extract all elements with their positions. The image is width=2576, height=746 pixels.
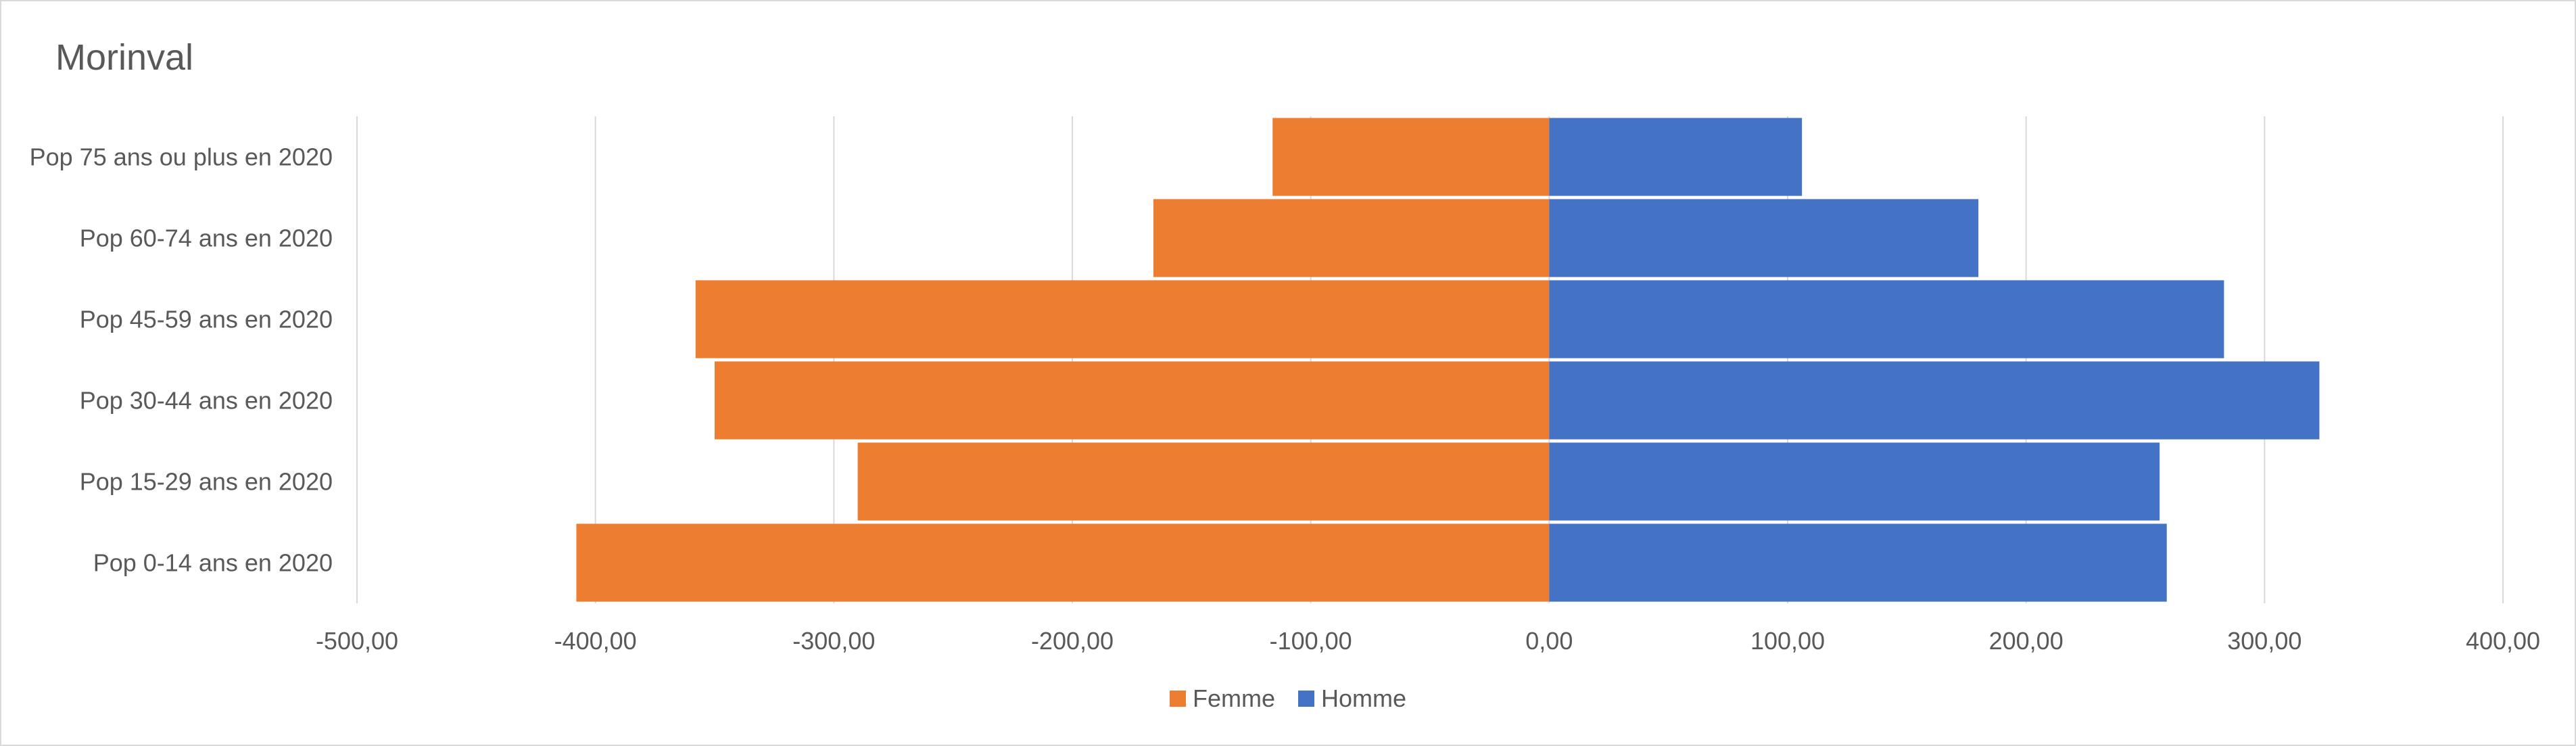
- x-tick-label-1: -400,00: [554, 627, 637, 655]
- legend-swatch-femme: [1169, 691, 1186, 707]
- category-label-5: Pop 0-14 ans en 2020: [93, 549, 333, 577]
- x-tick-label-2: -300,00: [792, 627, 875, 655]
- x-tick-label-6: 100,00: [1750, 627, 1825, 655]
- category-label-1: Pop 60-74 ans en 2020: [80, 225, 333, 252]
- x-tick-label-3: -200,00: [1031, 627, 1114, 655]
- bar-femme-5: [576, 523, 1550, 602]
- bar-homme-3: [1549, 361, 2320, 440]
- legend-swatch-homme: [1297, 691, 1314, 707]
- category-label-0: Pop 75 ans ou plus en 2020: [30, 143, 333, 171]
- chart-title: Morinval: [55, 37, 194, 78]
- bar-homme-4: [1549, 442, 2160, 521]
- x-tick-label-4: -100,00: [1270, 627, 1352, 655]
- bar-homme-1: [1549, 199, 1979, 277]
- bar-femme-1: [1153, 199, 1550, 277]
- x-tick-label-0: -500,00: [316, 627, 398, 655]
- bar-homme-2: [1549, 280, 2224, 358]
- legend-item-femme: Femme: [1169, 684, 1275, 713]
- x-tick-label-7: 200,00: [1989, 627, 2064, 655]
- x-tick-label-5: 0,00: [1525, 627, 1573, 655]
- x-tick-label-9: 400,00: [2466, 627, 2540, 655]
- legend-label-femme: Femme: [1192, 684, 1275, 712]
- category-label-3: Pop 30-44 ans en 2020: [80, 387, 333, 415]
- bar-femme-4: [857, 442, 1550, 521]
- x-tick-label-8: 300,00: [2227, 627, 2301, 655]
- legend-label-homme: Homme: [1320, 684, 1407, 712]
- category-label-4: Pop 15-29 ans en 2020: [80, 468, 333, 496]
- bar-femme-2: [695, 280, 1550, 358]
- legend-item-homme: Homme: [1297, 684, 1407, 713]
- chart-legend: Femme Homme: [1, 684, 2575, 713]
- bar-homme-5: [1549, 523, 2167, 602]
- bar-homme-0: [1549, 118, 1803, 196]
- bar-femme-3: [715, 361, 1550, 440]
- bar-femme-0: [1272, 118, 1550, 196]
- category-label-2: Pop 45-59 ans en 2020: [80, 306, 333, 333]
